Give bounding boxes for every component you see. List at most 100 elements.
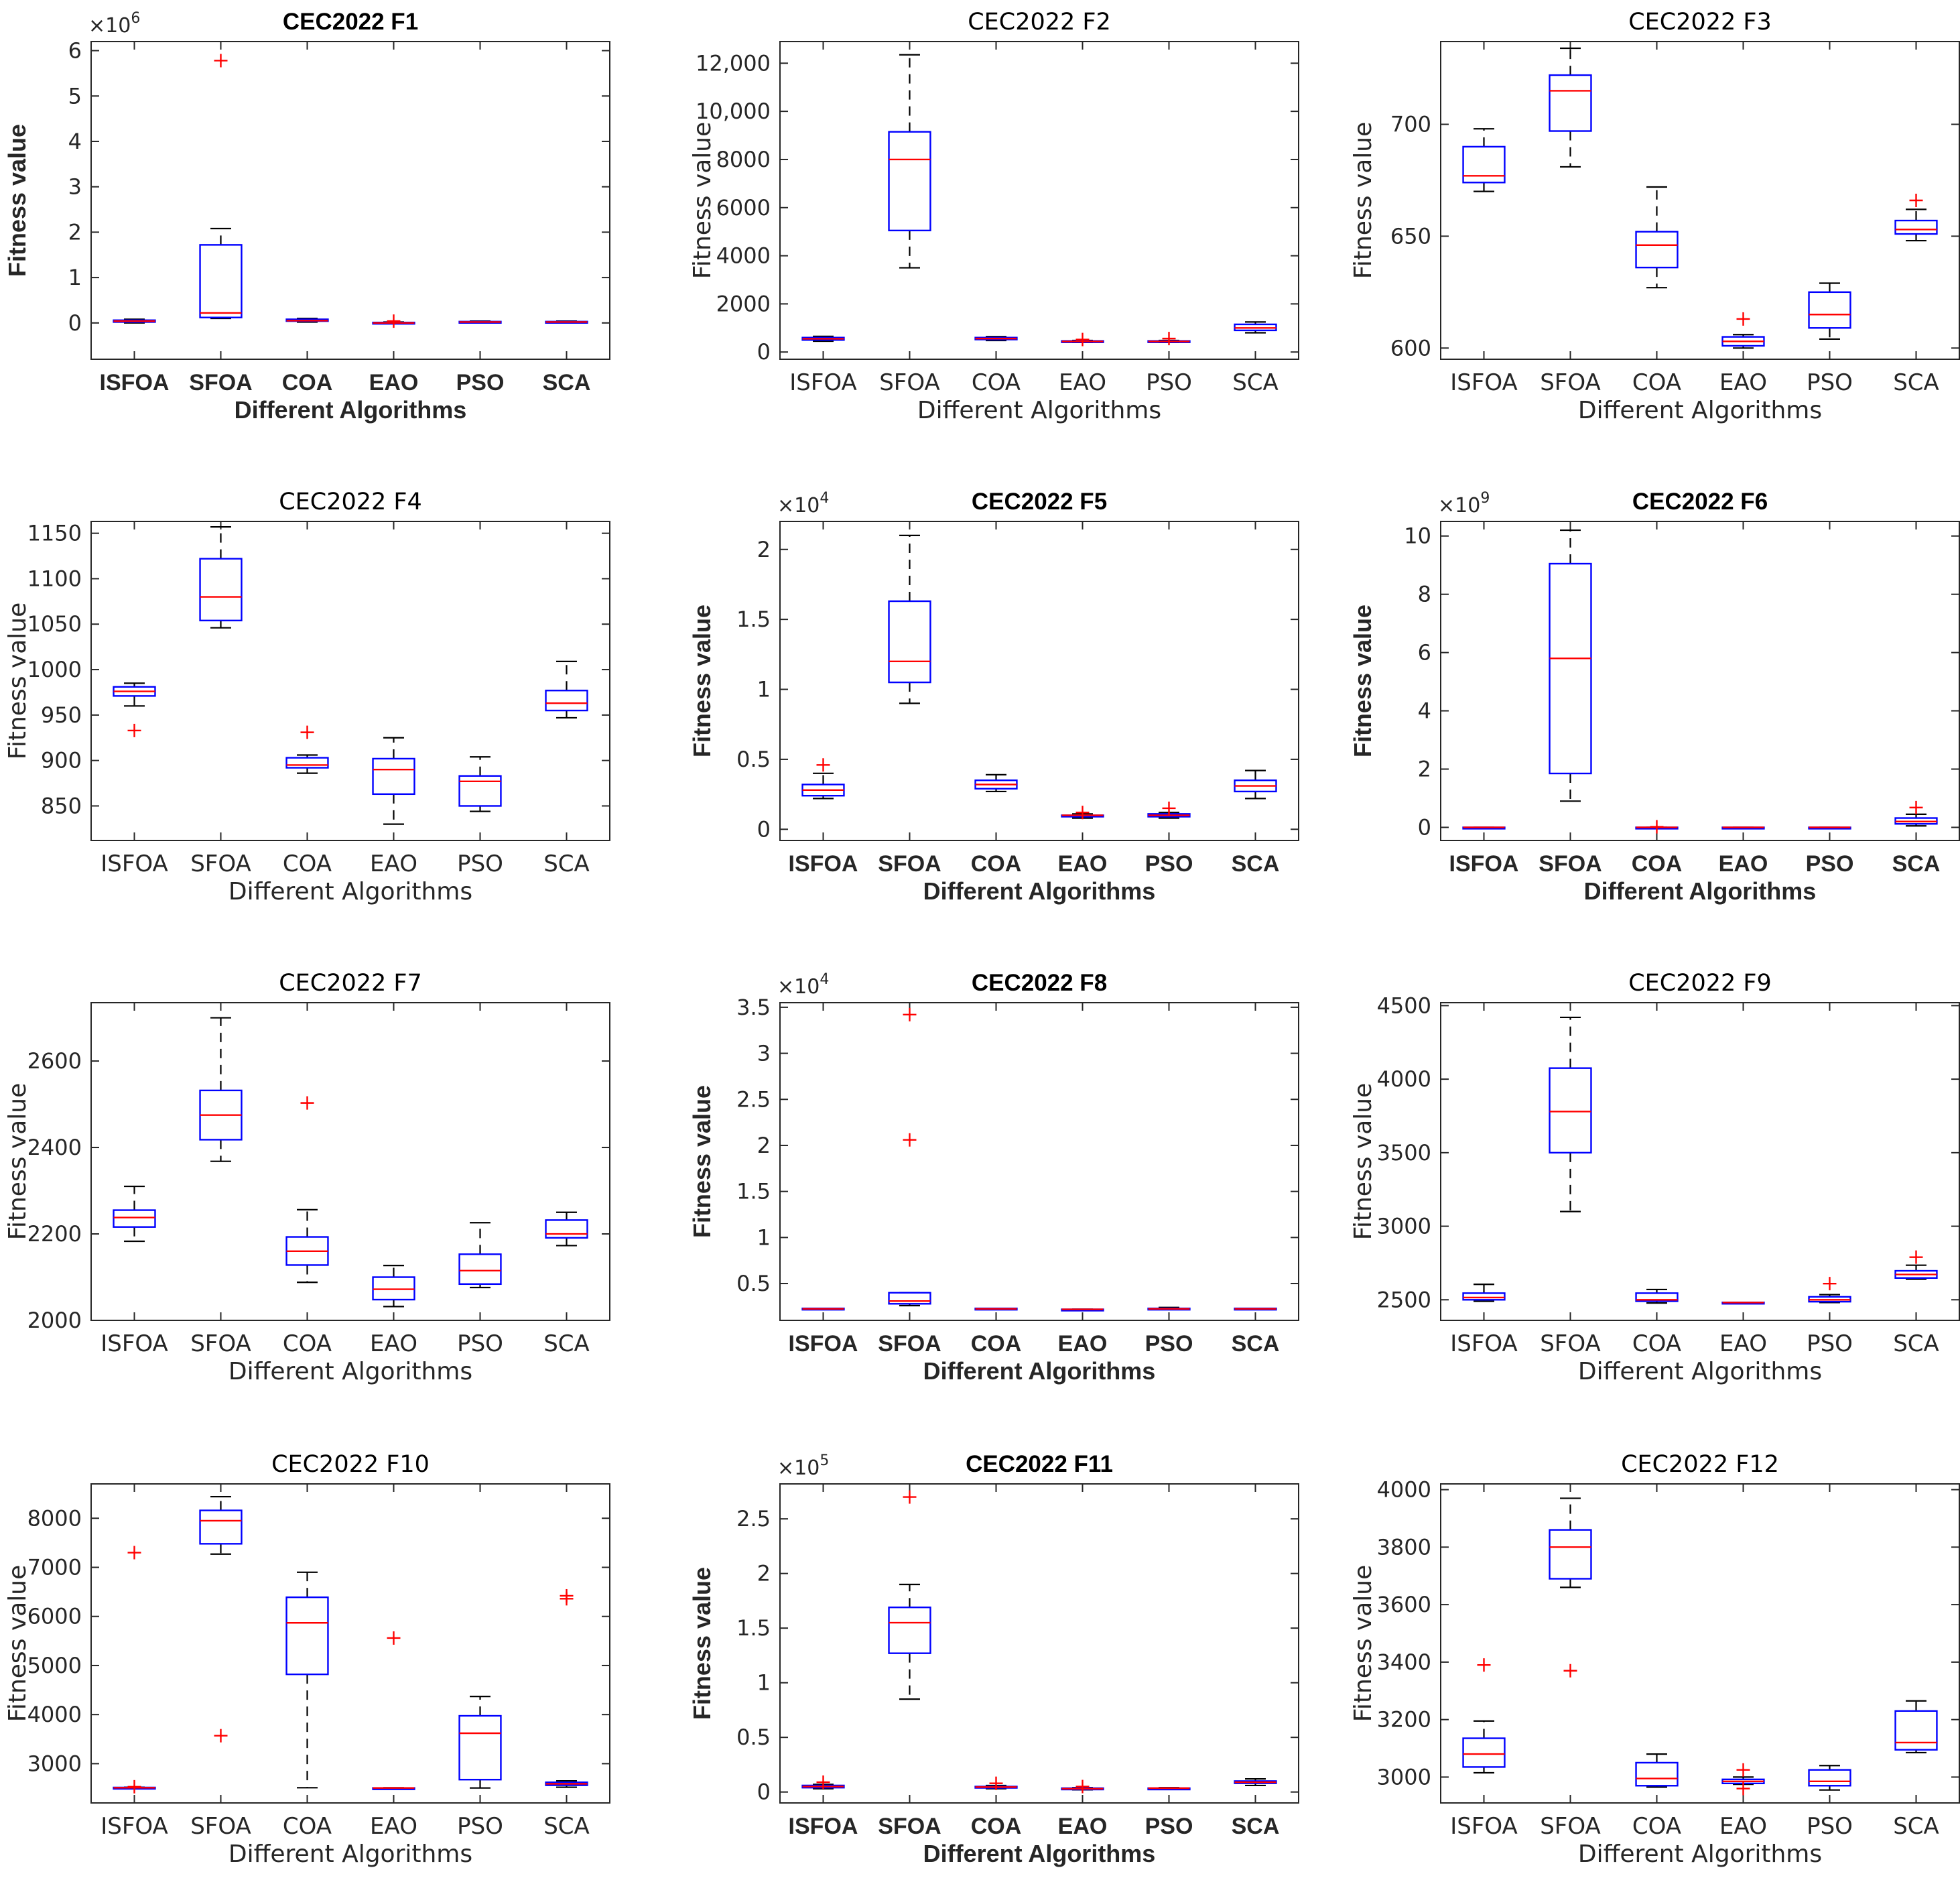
box-coa	[1635, 186, 1679, 289]
box-eao	[1061, 806, 1104, 820]
y-tick-label: 0	[757, 1779, 771, 1805]
box-sfoa	[1549, 1016, 1592, 1212]
axes-frame	[1440, 521, 1960, 841]
x-axis-label: Different Algorithms	[923, 1357, 1156, 1385]
y-tick-label: 2000	[27, 1308, 82, 1333]
box-pso	[458, 1695, 502, 1789]
iqr-box	[1549, 562, 1592, 775]
box-sca	[545, 1211, 588, 1247]
box-coa	[285, 725, 329, 774]
box-pso	[1808, 1277, 1851, 1304]
x-tick-label: EAO	[370, 1813, 417, 1840]
box-eao	[1721, 1302, 1765, 1305]
box-sca	[1894, 1250, 1938, 1280]
y-axis-label: Fitness value	[4, 1565, 31, 1722]
outlier-marker	[1075, 1779, 1090, 1794]
y-tick-label: 0.5	[736, 1725, 771, 1750]
iqr-box	[199, 1509, 243, 1545]
y-tick-label: 10	[1404, 523, 1431, 549]
box-pso	[1147, 801, 1191, 819]
iqr-box	[1635, 231, 1679, 269]
x-tick-label: SFOA	[878, 1814, 941, 1839]
iqr-box	[199, 244, 243, 318]
box-eao	[1721, 826, 1765, 830]
x-tick-label: ISFOA	[100, 370, 170, 395]
x-tick-label: EAO	[369, 370, 419, 395]
y-tick-label: 3000	[1377, 1764, 1431, 1790]
x-tick-label: SFOA	[878, 1331, 941, 1357]
box-eao	[372, 737, 415, 825]
subplot-9: CEC2022 F9 2500 3000 3500 4000 4500 ISFOA SFOA C…	[1350, 970, 1960, 1385]
iqr-box	[1549, 1529, 1592, 1580]
y-tick-label: 4000	[1377, 1066, 1431, 1092]
iqr-box	[1894, 219, 1938, 235]
outlier-marker	[816, 1775, 830, 1790]
outlier-marker	[1563, 1664, 1577, 1678]
subplot-11: CEC2022 F11 ×105 0 0.5 1 1.5 2 2.5 ISFOA SFOA COA E…	[688, 1451, 1299, 1867]
x-tick-label: SCA	[1893, 369, 1939, 396]
box-pso	[1147, 1787, 1191, 1791]
outlier-marker	[300, 725, 314, 739]
outlier-marker	[816, 758, 830, 772]
y-tick-label: 3000	[27, 1751, 82, 1776]
y-tick-label: 1100	[27, 566, 82, 591]
iqr-box	[285, 1596, 329, 1676]
y-exponent: ×106	[88, 10, 140, 38]
x-tick-label: EAO	[1058, 1814, 1108, 1839]
chart-title: CEC2022 F10	[271, 1451, 430, 1478]
x-tick-label: SFOA	[1540, 1330, 1601, 1357]
y-tick-label: 700	[1390, 112, 1431, 137]
y-tick-label: 2	[757, 1133, 771, 1158]
y-exponent-power: 4	[820, 490, 829, 507]
x-tick-label: SFOA	[879, 369, 940, 396]
iqr-box	[1549, 1067, 1592, 1154]
box-sfoa	[199, 54, 243, 320]
y-tick-label: 10,000	[696, 99, 771, 124]
x-tick-label: PSO	[1146, 369, 1192, 396]
box-isfoa	[801, 1775, 845, 1790]
outlier-marker	[903, 1490, 917, 1504]
axes-frame	[90, 521, 610, 841]
outlier-marker	[989, 1776, 1003, 1790]
box-sca	[1234, 1307, 1277, 1311]
y-tick-label: 5	[68, 83, 82, 109]
y-tick-label: 4000	[1377, 1477, 1431, 1503]
x-axis-label: Different Algorithms	[235, 396, 467, 424]
box-sfoa	[1549, 529, 1592, 802]
outlier-marker	[127, 1546, 141, 1560]
x-tick-label: PSO	[457, 851, 503, 877]
box-sfoa	[199, 1017, 243, 1162]
y-tick-label: 4000	[27, 1702, 82, 1727]
iqr-box	[199, 558, 243, 622]
box-pso	[458, 1222, 502, 1289]
box-coa	[285, 1096, 329, 1284]
box-isfoa	[113, 682, 156, 737]
axes-frame	[779, 41, 1299, 360]
iqr-box	[1808, 1769, 1851, 1787]
subplot-4: CEC2022 F4 850 900 950 1000 1050 1100 1150 ISFOA…	[4, 489, 610, 905]
y-tick-label: 4500	[1377, 993, 1431, 1018]
x-axis-label: Different Algorithms	[228, 1840, 472, 1868]
x-tick-label: SCA	[543, 1813, 590, 1840]
chart-title: CEC2022 F2	[968, 9, 1111, 36]
box-isfoa	[113, 318, 156, 324]
axes-frame	[90, 1002, 610, 1321]
x-tick-label: SFOA	[190, 851, 251, 877]
y-tick-label: 650	[1390, 223, 1431, 249]
outlier-marker	[1823, 1277, 1837, 1291]
box-sfoa	[199, 1495, 243, 1743]
y-tick-label: 7000	[27, 1554, 82, 1580]
subplot-12: CEC2022 F12 3000 3200 3400 3600 3800 4000 ISFOA…	[1350, 1451, 1960, 1868]
subplot-5: CEC2022 F5 ×104 0 0.5 1 1.5 2 ISFOA SFOA COA EAO PS…	[688, 489, 1299, 905]
box-isfoa	[801, 1307, 845, 1311]
x-axis-label: Different Algorithms	[917, 397, 1161, 424]
x-tick-label: COA	[971, 1814, 1022, 1839]
box-isfoa	[1462, 1284, 1506, 1302]
x-tick-label: PSO	[1145, 851, 1193, 877]
box-sfoa	[888, 534, 931, 704]
box-isfoa	[1462, 826, 1506, 830]
box-coa	[974, 336, 1018, 342]
box-coa	[974, 1776, 1018, 1790]
box-eao	[372, 1264, 415, 1308]
